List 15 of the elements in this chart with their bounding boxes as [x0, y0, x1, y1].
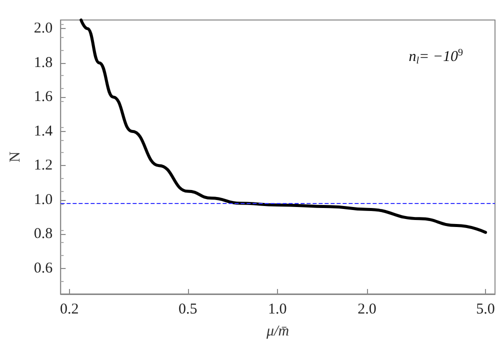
- x-tick-label: 1.0: [268, 302, 287, 318]
- x-tick-label: 0.5: [178, 302, 198, 318]
- x-tick-label: 2.0: [358, 302, 376, 318]
- y-tick-label: 0.8: [34, 226, 53, 242]
- x-tick-label: 5.0: [476, 302, 495, 318]
- y-tick-label: 1.0: [34, 192, 53, 208]
- y-tick-label: 0.6: [34, 260, 54, 276]
- x-tick-label: 0.2: [60, 302, 79, 318]
- y-axis-title: N: [8, 151, 24, 162]
- y-tick-label: 2.0: [34, 20, 53, 37]
- y-tick-label: 1.8: [34, 54, 53, 71]
- y-tick-label: 1.6: [34, 89, 54, 106]
- x-axis-title: μ/m̄: [266, 324, 290, 340]
- y-tick-label: 1.2: [34, 158, 53, 174]
- y-tick-label: 1.4: [34, 123, 54, 140]
